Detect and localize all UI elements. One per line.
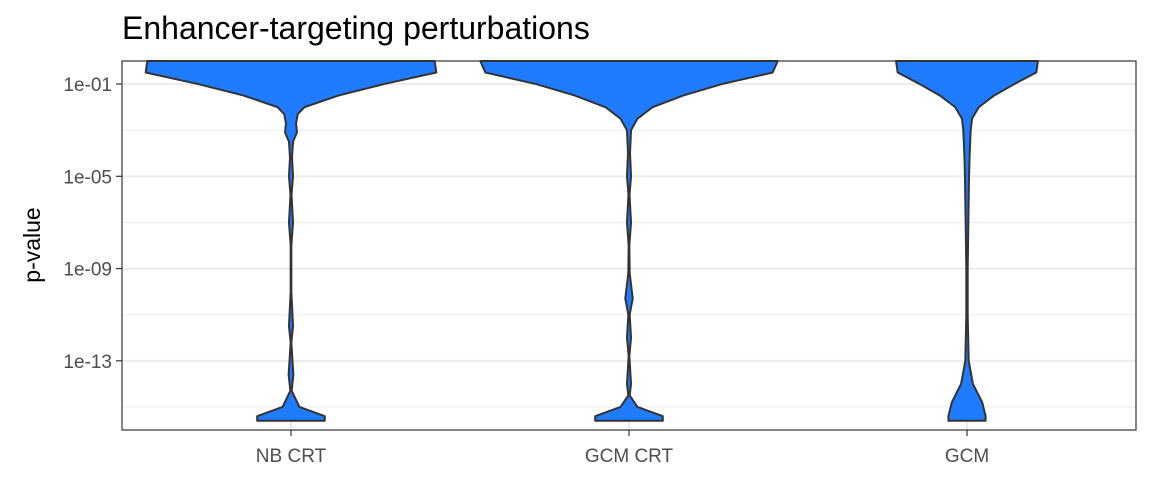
violin-nb-crt: [144, 60, 438, 422]
y-axis-title: p-value: [19, 207, 45, 282]
violins: [144, 60, 1039, 422]
violin-gcm-crt: [479, 60, 779, 422]
y-tick-label: 1e-05: [63, 167, 112, 188]
x-tick-label: NB CRT: [256, 446, 327, 467]
y-tick-label: 1e-09: [63, 260, 112, 281]
y-tick-label: 1e-13: [63, 352, 112, 373]
x-axis: NB CRT GCM CRT GCM: [256, 430, 989, 467]
x-tick-label: GCM CRT: [585, 446, 674, 467]
y-tick-label: 1e-01: [63, 75, 112, 96]
y-axis: 1e-01 1e-05 1e-09 1e-13: [63, 75, 122, 373]
chart-title: Enhancer-targeting perturbations: [122, 10, 590, 46]
violin-gcm: [895, 60, 1039, 422]
x-tick-label: GCM: [945, 446, 989, 467]
